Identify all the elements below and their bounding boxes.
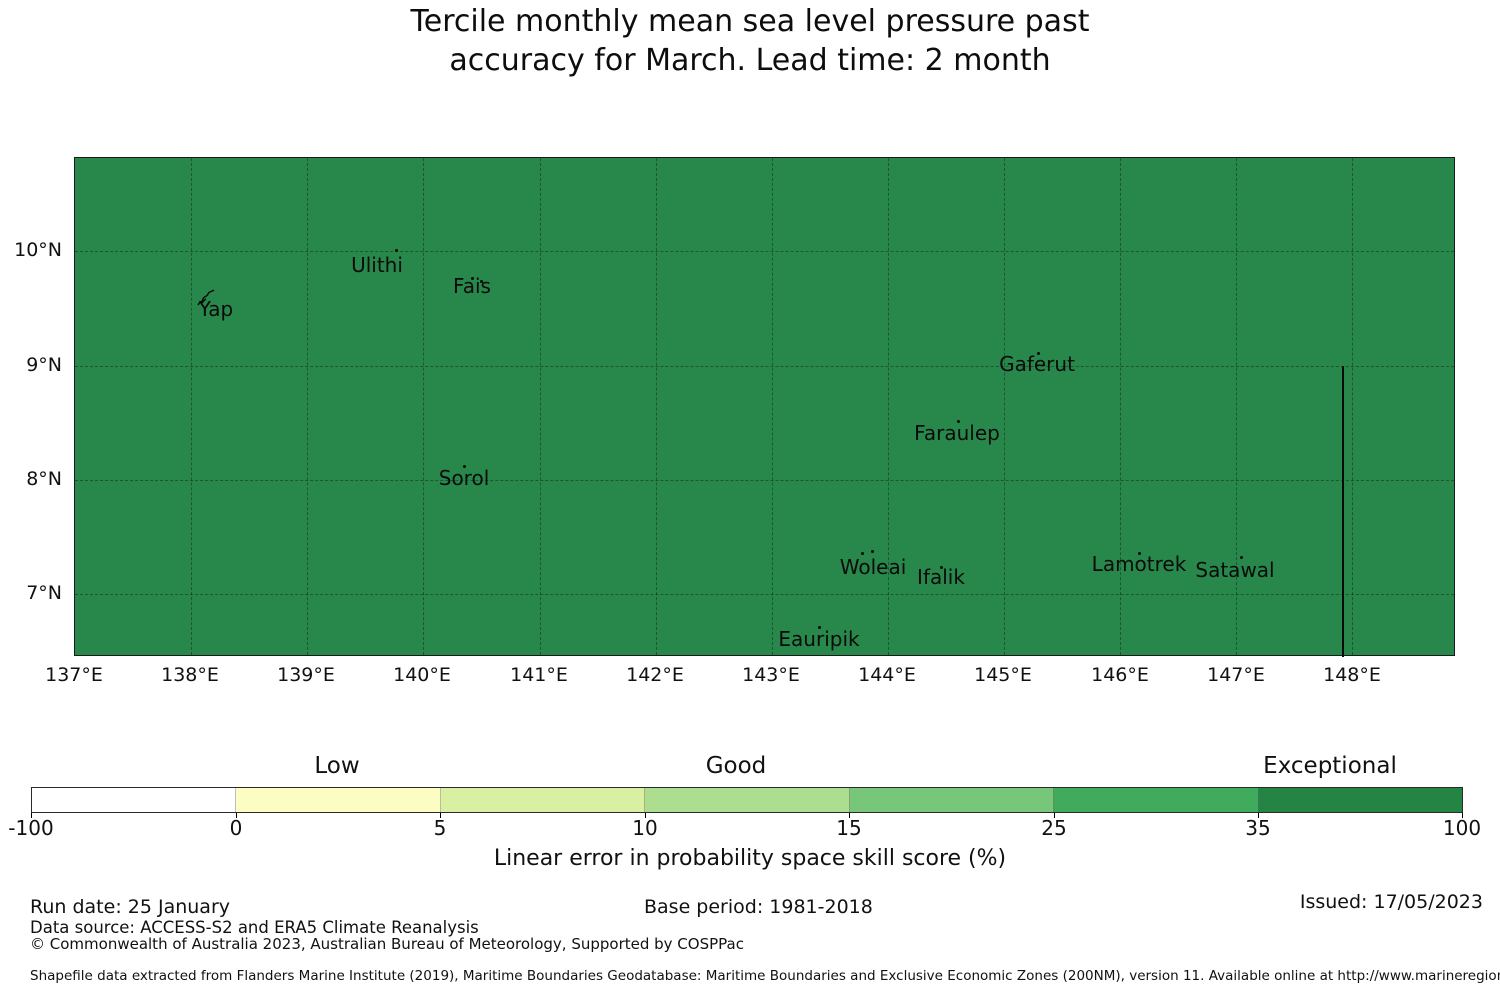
island-dot-woleai2 — [871, 550, 874, 553]
colorbar-segment — [1054, 788, 1259, 812]
island-label-yap: Yap — [198, 297, 234, 321]
island-dot-fais2 — [480, 280, 483, 283]
graticule-line — [1004, 158, 1005, 655]
graticule-line — [540, 158, 541, 655]
colorbar-axis-label: Linear error in probability space skill … — [493, 846, 1007, 871]
island-dot-ifalik — [940, 566, 943, 569]
colorbar-category-good: Good — [705, 753, 767, 779]
island-dot-sorol — [463, 465, 466, 468]
island-label-sorol: Sorol — [438, 466, 490, 490]
island-dot-ulithi — [395, 249, 398, 252]
run-date-text: Run date: 25 January — [30, 896, 231, 918]
map-panel: Yap Ulithi Fais Sorol Gaferut Faraulep W… — [74, 157, 1455, 657]
island-dot-faraulep — [957, 420, 960, 423]
colorbar-tick-label: 10 — [632, 816, 658, 840]
colorbar-tick — [236, 813, 237, 818]
x-tick-label: 141°E — [510, 664, 568, 686]
graticule-line — [1120, 158, 1121, 655]
colorbar-category-exceptional: Exceptional — [1263, 753, 1397, 779]
colorbar-tick — [849, 813, 850, 818]
island-label-eauripik: Eauripik — [778, 627, 860, 651]
island-dot-gaferut — [1037, 352, 1040, 355]
x-tick-label: 140°E — [393, 664, 451, 686]
y-tick-label: 8°N — [26, 468, 62, 490]
colorbar-segment — [32, 788, 237, 812]
y-tick-label: 9°N — [26, 354, 62, 376]
colorbar-tick-label: 5 — [433, 816, 447, 840]
colorbar-tick-label: -100 — [8, 816, 54, 840]
colorbar-tick — [1258, 813, 1259, 818]
x-tick-label: 146°E — [1091, 664, 1149, 686]
colorbar-tick — [1462, 813, 1463, 818]
graticule-line — [656, 158, 657, 655]
colorbar-tick-label: 15 — [836, 816, 862, 840]
colorbar-tick — [1054, 813, 1055, 818]
colorbar-tick — [440, 813, 441, 818]
island-dot-woleai — [861, 552, 864, 555]
colorbar-segment — [645, 788, 850, 812]
colorbar — [31, 787, 1463, 813]
colorbar-tick-label: 100 — [1442, 816, 1482, 840]
island-label-lamotrek: Lamotrek — [1091, 552, 1187, 576]
colorbar-category-low: Low — [314, 753, 360, 779]
x-tick-label: 145°E — [974, 664, 1032, 686]
colorbar-tick — [645, 813, 646, 818]
colorbar-segment — [849, 788, 1055, 812]
x-tick-label: 143°E — [742, 664, 800, 686]
graticule-line — [772, 158, 773, 655]
island-dot-fais — [471, 277, 474, 280]
graticule-line — [1352, 158, 1353, 655]
graticule-line — [75, 594, 1454, 595]
island-label-ifalik: Ifalik — [917, 565, 965, 589]
colorbar-segment — [440, 788, 646, 812]
yap-island-outline — [197, 289, 215, 306]
y-tick-label: 7°N — [26, 582, 62, 604]
graticule-line — [307, 158, 308, 655]
graticule-line — [423, 158, 424, 655]
graticule-line — [1236, 158, 1237, 655]
chart-title-line2: accuracy for March. Lead time: 2 month — [449, 43, 1051, 78]
chart-title: Tercile monthly mean sea level pressure … — [0, 2, 1500, 80]
x-tick-label: 142°E — [626, 664, 684, 686]
island-label-satawal: Satawal — [1195, 558, 1275, 582]
x-tick-label: 139°E — [277, 664, 335, 686]
island-label-fais: Fais — [453, 274, 491, 298]
eez-boundary-line — [1342, 366, 1344, 657]
graticule-line — [75, 366, 1454, 367]
colorbar-tick — [31, 813, 32, 818]
base-period-text: Base period: 1981-2018 — [644, 896, 873, 918]
issued-text: Issued: 17/05/2023 — [1299, 891, 1483, 913]
data-source-text: Data source: ACCESS-S2 and ERA5 Climate … — [30, 918, 479, 937]
x-tick-label: 137°E — [45, 664, 103, 686]
colorbar-tick-label: 25 — [1041, 816, 1067, 840]
colorbar-segment — [1258, 788, 1462, 812]
x-tick-label: 144°E — [858, 664, 916, 686]
colorbar-tick-label: 35 — [1245, 816, 1271, 840]
y-tick-label: 10°N — [14, 239, 62, 261]
island-dot-satawal — [1240, 556, 1243, 559]
island-label-gaferut: Gaferut — [999, 352, 1075, 376]
x-tick-label: 147°E — [1207, 664, 1265, 686]
colorbar-segment — [236, 788, 441, 812]
graticule-line — [75, 251, 1454, 252]
graticule-line — [888, 158, 889, 655]
island-label-woleai: Woleai — [839, 555, 907, 579]
colorbar-tick-label: 0 — [229, 816, 243, 840]
island-dot-eauripik — [818, 626, 821, 629]
graticule-line — [75, 480, 1454, 481]
copyright-text: © Commonwealth of Australia 2023, Austra… — [30, 935, 744, 953]
chart-title-line1: Tercile monthly mean sea level pressure … — [410, 4, 1090, 39]
graticule-line — [191, 158, 192, 655]
island-label-faraulep: Faraulep — [914, 421, 1000, 445]
shapefile-note: Shapefile data extracted from Flanders M… — [30, 968, 1500, 984]
island-dot-lamotrek — [1138, 552, 1141, 555]
island-label-ulithi: Ulithi — [351, 253, 403, 277]
x-tick-label: 148°E — [1323, 664, 1381, 686]
x-tick-label: 138°E — [161, 664, 219, 686]
